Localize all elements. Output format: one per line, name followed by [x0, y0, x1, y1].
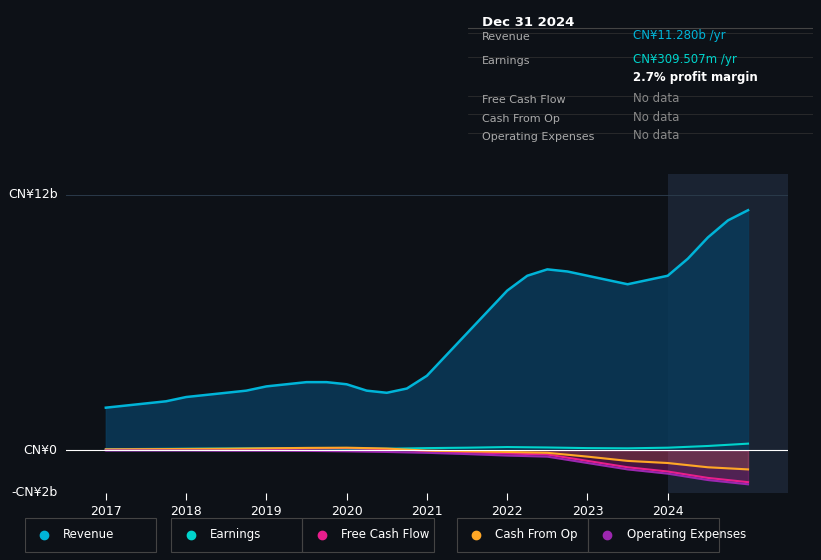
Text: Free Cash Flow: Free Cash Flow	[482, 95, 566, 105]
Text: Revenue: Revenue	[63, 528, 115, 542]
Text: Dec 31 2024: Dec 31 2024	[482, 16, 574, 29]
Text: CN¥12b: CN¥12b	[8, 188, 57, 202]
Text: -CN¥2b: -CN¥2b	[11, 486, 57, 500]
Text: CN¥11.280b /yr: CN¥11.280b /yr	[634, 29, 726, 42]
Text: Cash From Op: Cash From Op	[482, 114, 560, 124]
Text: No data: No data	[634, 110, 680, 124]
Text: Free Cash Flow: Free Cash Flow	[341, 528, 429, 542]
Text: Revenue: Revenue	[482, 32, 530, 42]
Text: Operating Expenses: Operating Expenses	[482, 132, 594, 142]
Text: 2.7% profit margin: 2.7% profit margin	[634, 71, 759, 84]
Text: Earnings: Earnings	[210, 528, 261, 542]
Text: CN¥309.507m /yr: CN¥309.507m /yr	[634, 53, 737, 66]
Text: No data: No data	[634, 92, 680, 105]
Text: CN¥0: CN¥0	[24, 444, 57, 457]
Text: Operating Expenses: Operating Expenses	[626, 528, 745, 542]
Bar	[667, 174, 788, 493]
Text: Earnings: Earnings	[482, 56, 530, 66]
Text: No data: No data	[634, 129, 680, 142]
Text: Cash From Op: Cash From Op	[495, 528, 578, 542]
